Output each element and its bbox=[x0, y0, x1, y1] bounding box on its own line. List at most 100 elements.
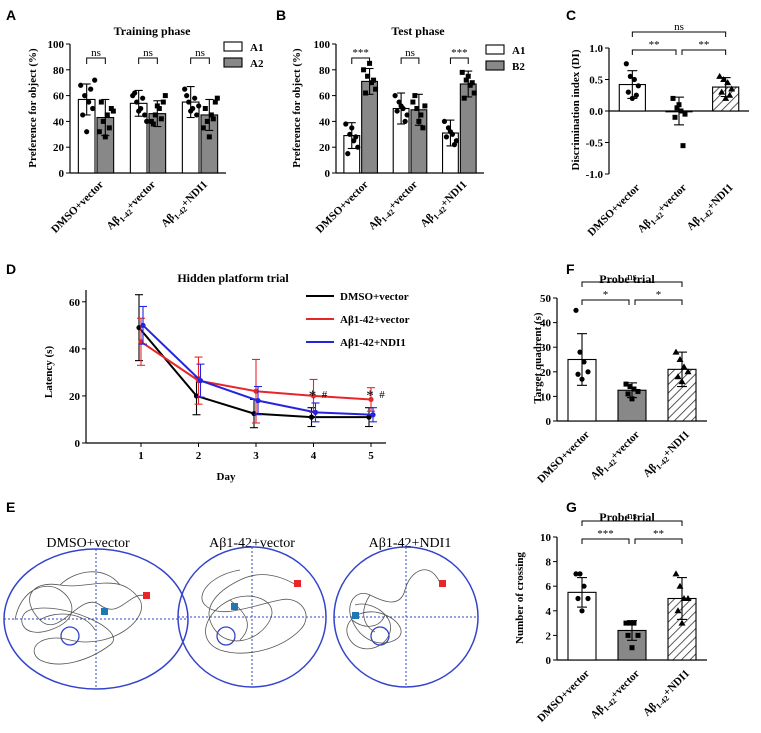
panel-letter-b: B bbox=[276, 7, 286, 23]
sig-bracket bbox=[581, 520, 683, 526]
data-point bbox=[623, 620, 629, 626]
sig-bracket bbox=[449, 57, 469, 64]
y-tick-label: 0.5 bbox=[589, 75, 603, 87]
data-point bbox=[441, 118, 448, 124]
sig-label: ns bbox=[405, 47, 415, 59]
sig-bracket bbox=[581, 299, 630, 305]
sig-bracket bbox=[351, 57, 371, 64]
data-point bbox=[192, 95, 198, 101]
data-point bbox=[623, 61, 629, 67]
data-point bbox=[631, 620, 637, 626]
sig-hash: # bbox=[379, 389, 385, 401]
panel-c-ylabel: Discrimination index (DI) bbox=[570, 49, 582, 170]
data-point bbox=[461, 95, 467, 101]
data-point bbox=[722, 94, 730, 101]
swim-path bbox=[14, 571, 147, 665]
data-point bbox=[162, 93, 168, 99]
data-point bbox=[150, 121, 156, 127]
y-tick-label: 4 bbox=[546, 606, 552, 618]
series-point bbox=[255, 398, 261, 404]
bar bbox=[567, 591, 597, 661]
data-point bbox=[351, 138, 357, 144]
maze-abeta bbox=[177, 546, 327, 688]
y-tick-label: 6 bbox=[546, 581, 552, 593]
series-point bbox=[312, 409, 319, 415]
panel-f-chart: 0 10 20 30 40 50 DMSO+vectorAβ1-42+vectorAβ1-4… bbox=[535, 271, 707, 486]
data-point bbox=[631, 386, 637, 392]
sig-label: ** bbox=[649, 39, 660, 51]
y-tick-label: 0 bbox=[75, 438, 81, 450]
category-label: Aβ1-42+NDI1 bbox=[418, 179, 471, 232]
data-point bbox=[82, 93, 88, 99]
sig-label: ns bbox=[627, 271, 637, 283]
y-tick-label: 40 bbox=[319, 116, 331, 128]
data-point bbox=[102, 134, 108, 140]
y-tick-label: 40 bbox=[53, 116, 65, 128]
y-tick-label: 0.0 bbox=[589, 106, 603, 118]
x-tick-label: 5 bbox=[368, 450, 374, 462]
x-tick-label: 2 bbox=[196, 450, 202, 462]
data-point bbox=[469, 80, 475, 86]
data-point bbox=[726, 91, 734, 98]
data-point bbox=[92, 77, 98, 83]
panel-d-legend: DMSO+vector Aβ1-42+vector Aβ1-42+NDI1 bbox=[306, 291, 410, 349]
data-point bbox=[343, 121, 349, 127]
data-point bbox=[108, 106, 114, 111]
sig-bracket bbox=[190, 57, 210, 64]
data-point bbox=[676, 582, 684, 589]
y-tick-label: 10 bbox=[540, 391, 552, 403]
data-point bbox=[728, 85, 736, 92]
platform-circle bbox=[370, 626, 390, 646]
data-point bbox=[627, 73, 633, 79]
panel-d-chart: 0 20 40 60 1 2 3 4 5 * # * # bbox=[69, 290, 386, 462]
legend-label-b2: B2 bbox=[512, 61, 525, 73]
panel-letter-g: G bbox=[566, 499, 577, 515]
legend-swatch-b1 bbox=[485, 44, 505, 55]
data-point bbox=[414, 106, 420, 111]
data-point bbox=[625, 89, 631, 95]
data-point bbox=[633, 92, 639, 98]
x-tick-label: 4 bbox=[311, 450, 317, 462]
series-point bbox=[308, 414, 315, 420]
data-point bbox=[577, 349, 583, 355]
data-point bbox=[627, 384, 633, 390]
y-tick-label: 2 bbox=[546, 630, 552, 642]
data-point bbox=[451, 142, 458, 148]
sig-hash: # bbox=[322, 389, 328, 401]
data-point bbox=[422, 103, 428, 109]
data-point bbox=[96, 129, 102, 135]
data-point bbox=[186, 99, 192, 105]
data-point bbox=[142, 112, 148, 118]
data-point bbox=[724, 79, 732, 86]
data-point bbox=[369, 80, 375, 86]
data-point bbox=[629, 396, 635, 402]
data-point bbox=[585, 369, 591, 375]
platform-circle bbox=[60, 626, 80, 646]
series-point bbox=[368, 396, 374, 403]
legend-label-a2: A2 bbox=[250, 58, 264, 70]
series-point bbox=[136, 325, 142, 331]
y-tick-label: 40 bbox=[540, 318, 552, 330]
sig-bracket bbox=[631, 31, 727, 37]
series-point bbox=[370, 412, 376, 418]
platform-marker bbox=[352, 612, 359, 619]
sig-label: ns bbox=[143, 47, 153, 59]
panel-letter-e: E bbox=[6, 499, 15, 515]
y-tick-label: -0.5 bbox=[586, 138, 604, 150]
panel-d-ylabel: Latency (s) bbox=[43, 346, 55, 399]
panel-f-ylabel: Target quadrent (s) bbox=[532, 312, 544, 403]
data-point bbox=[206, 134, 212, 140]
y-tick-label: 0 bbox=[59, 168, 65, 180]
sig-label: ** bbox=[698, 39, 709, 51]
platform-marker bbox=[231, 603, 238, 610]
data-point bbox=[581, 359, 587, 365]
data-point bbox=[635, 83, 641, 89]
y-tick-label: 40 bbox=[69, 344, 81, 356]
category-label: DMSO+vector bbox=[314, 179, 371, 236]
y-tick-label: 80 bbox=[53, 65, 65, 77]
sig-bracket bbox=[400, 57, 420, 64]
data-point bbox=[412, 93, 418, 99]
sig-star: * bbox=[309, 388, 317, 404]
data-point bbox=[184, 93, 190, 99]
